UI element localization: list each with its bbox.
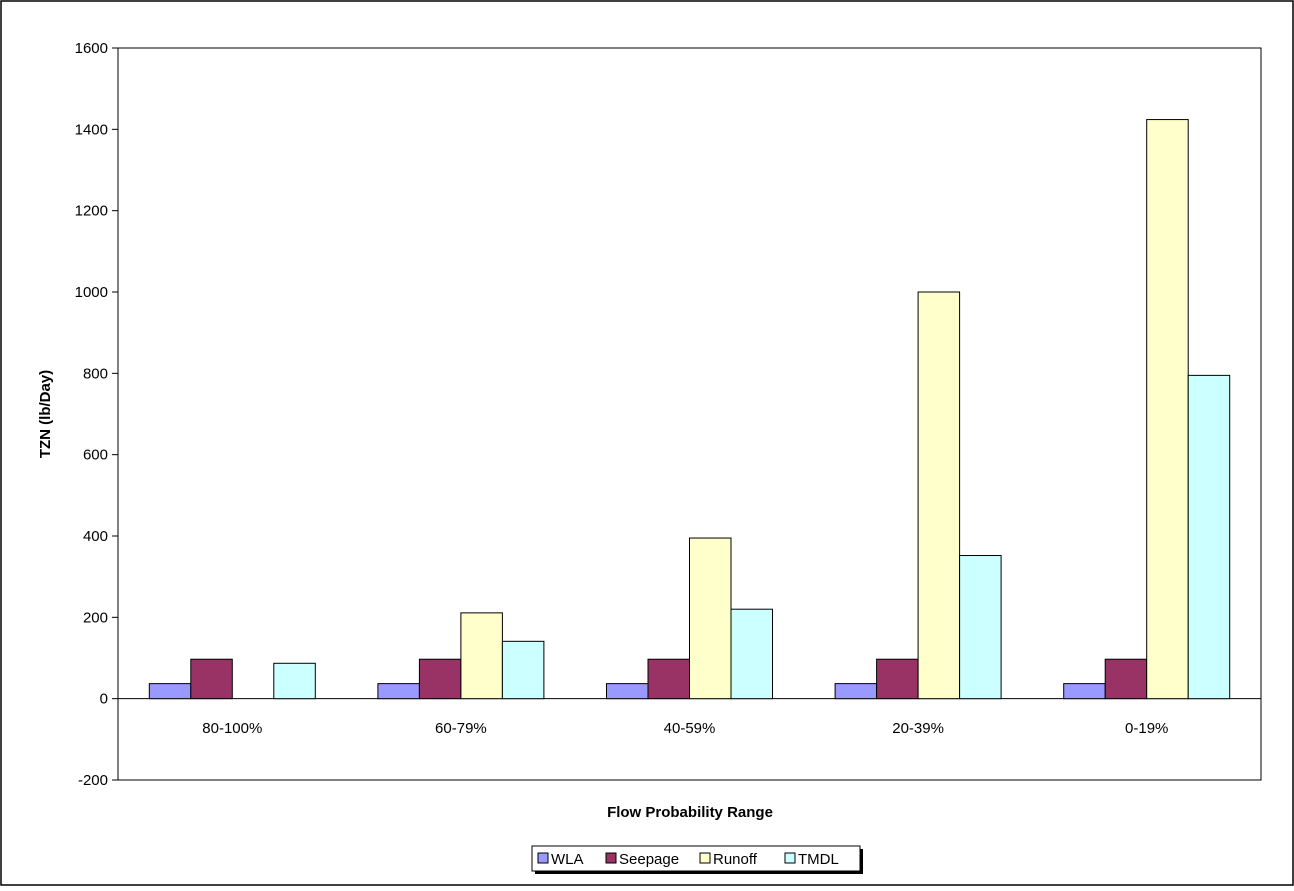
y-tick-label: 1600 [75, 40, 108, 57]
bar-wla-3 [834, 683, 878, 700]
bar-tmdl-0 [273, 662, 316, 700]
bar-wla-1 [377, 683, 420, 700]
bar-runoff-3 [917, 291, 961, 700]
legend-label-wla: WLA [551, 851, 584, 868]
bar-tmdl-1 [501, 640, 545, 700]
legend-swatch-seepage [605, 852, 617, 864]
y-tick-label: 800 [83, 365, 108, 382]
legend: WLA Seepage Runoff TMDL [531, 845, 863, 874]
bar-seepage-3 [876, 658, 919, 700]
x-category-label: 40-59% [664, 720, 716, 737]
x-axis-category-labels: 80-100% 60-79% 40-59% 20-39% 0-19% [202, 720, 1168, 737]
bar-tmdl-4 [1187, 374, 1231, 700]
y-tick-label: 1000 [75, 284, 108, 301]
bar-seepage-4 [1104, 658, 1148, 700]
y-tick-label: -200 [78, 772, 108, 789]
x-category-label: 60-79% [435, 720, 487, 737]
y-tick-label: 0 [100, 691, 108, 708]
bar-tmdl-2 [730, 608, 773, 700]
legend-box [531, 845, 861, 872]
bar-wla-2 [606, 683, 649, 700]
bar-seepage-1 [418, 658, 462, 700]
y-tick-label: 200 [83, 609, 108, 626]
y-tick-label: 400 [83, 528, 108, 545]
x-category-label: 20-39% [892, 720, 944, 737]
bar-seepage-2 [647, 658, 690, 700]
x-category-label: 0-19% [1125, 720, 1168, 737]
legend-swatch-tmdl [784, 852, 796, 864]
y-tick-label: 600 [83, 447, 108, 464]
x-axis-title: Flow Probability Range [607, 804, 773, 821]
y-tick-label: 1200 [75, 203, 108, 220]
legend-swatch-runoff [699, 852, 711, 864]
bar-wla-0 [148, 683, 192, 700]
bar-runoff-1 [460, 612, 503, 700]
bar-tmdl-3 [959, 555, 1002, 700]
bar-wla-4 [1063, 683, 1106, 700]
y-axis-title: TZN (lb/Day) [37, 370, 54, 458]
plot-area-border [117, 47, 1262, 781]
legend-label-tmdl: TMDL [798, 851, 839, 868]
legend-swatch-wla [537, 852, 549, 864]
bar-runoff-2 [689, 537, 732, 700]
legend-label-runoff: Runoff [713, 851, 758, 868]
legend-label-seepage: Seepage [619, 851, 679, 868]
x-category-label: 80-100% [202, 720, 262, 737]
bar-runoff-4 [1146, 119, 1189, 700]
legend-items: WLA Seepage Runoff TMDL [537, 851, 839, 868]
y-tick-label: 1400 [75, 121, 108, 138]
bar-series-group [148, 119, 1231, 700]
bar-seepage-0 [190, 658, 233, 700]
